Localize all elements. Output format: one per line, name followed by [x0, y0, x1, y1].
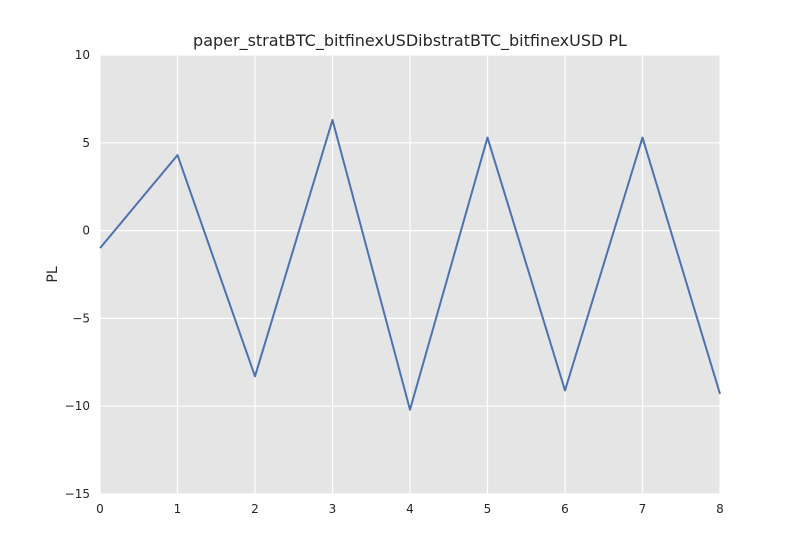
x-tick-label-0: 0 — [96, 502, 104, 516]
x-tick-label-1: 1 — [174, 502, 182, 516]
x-axis-ticks: 0 1 2 3 4 5 6 7 8 — [96, 502, 724, 516]
y-tick-label-1: −10 — [65, 399, 90, 413]
data-point-7 — [642, 137, 644, 139]
x-tick-label-3: 3 — [329, 502, 337, 516]
y-tick-label-4: 5 — [82, 136, 90, 150]
y-axis-label: PL — [45, 266, 61, 282]
x-tick-label-6: 6 — [561, 502, 569, 516]
y-tick-label-3: 0 — [82, 224, 90, 238]
data-point-4 — [409, 409, 411, 411]
y-tick-label-0: −15 — [65, 487, 90, 501]
series-layer — [99, 118, 721, 411]
y-tick-label-5: 10 — [75, 48, 90, 62]
y-axis-ticks: −15 −10 −5 0 5 10 — [65, 48, 90, 501]
x-tick-label-8: 8 — [716, 502, 724, 516]
chart-title: paper_stratBTC_bitfinexUSDibstratBTC_bit… — [193, 31, 627, 51]
x-tick-label-5: 5 — [484, 502, 492, 516]
data-point-8 — [719, 393, 721, 395]
data-point-3 — [332, 119, 334, 121]
data-point-2 — [254, 375, 256, 377]
data-point-1 — [177, 154, 179, 156]
series-line-0 — [99, 118, 721, 411]
data-point-5 — [487, 137, 489, 139]
data-point-6 — [564, 389, 566, 391]
y-tick-label-2: −5 — [72, 311, 90, 325]
data-point-0 — [99, 247, 101, 249]
x-tick-label-4: 4 — [406, 502, 414, 516]
x-tick-label-7: 7 — [639, 502, 647, 516]
x-tick-label-2: 2 — [251, 502, 259, 516]
